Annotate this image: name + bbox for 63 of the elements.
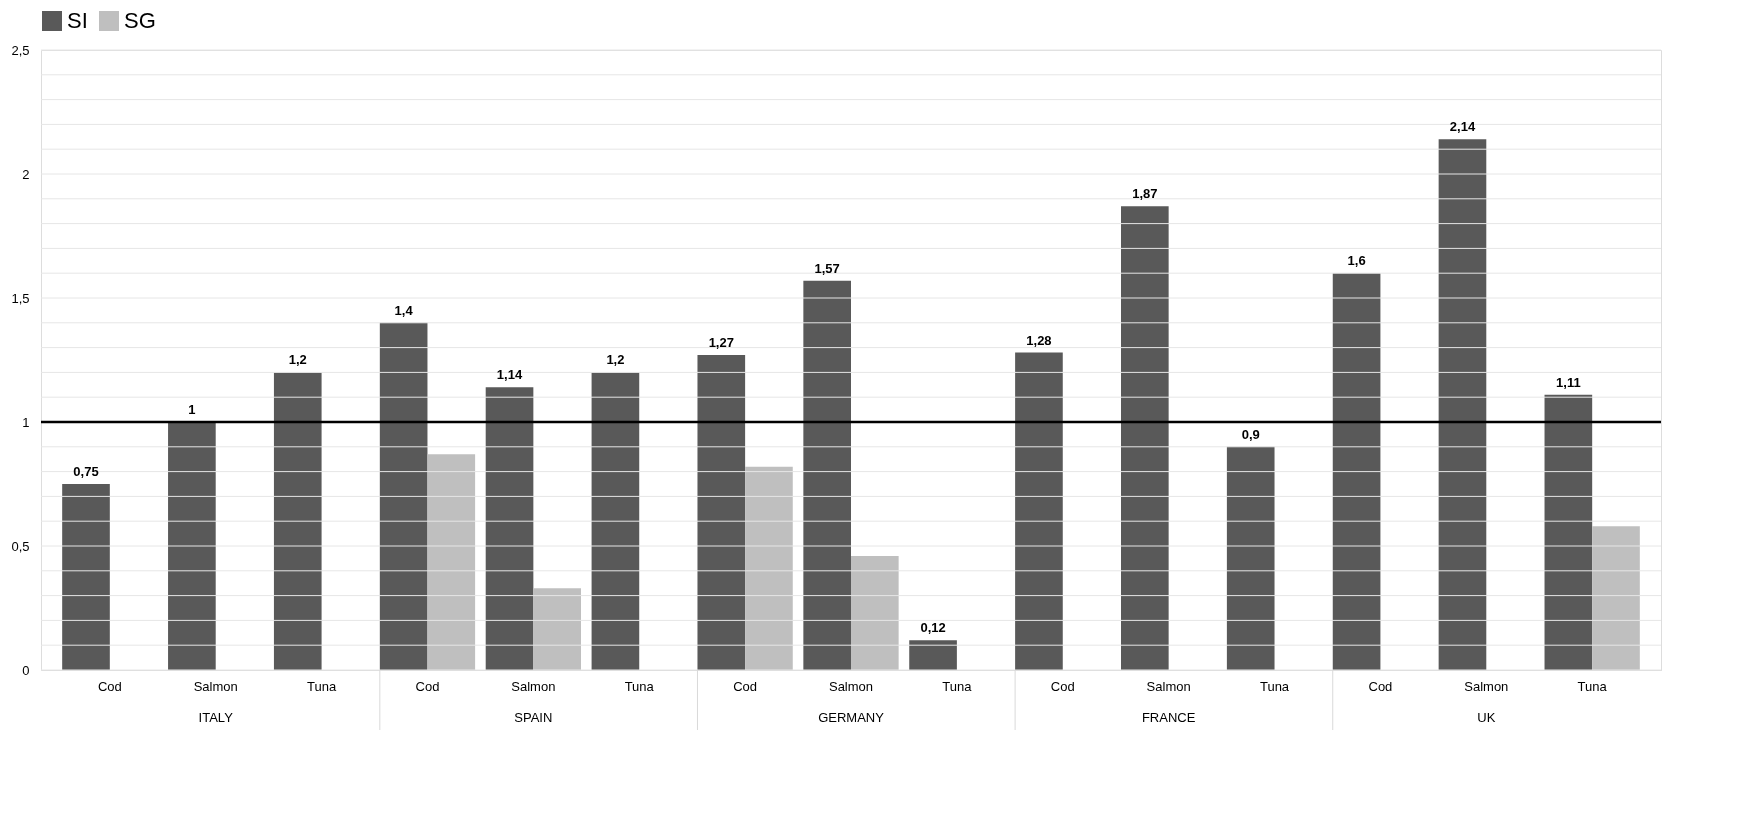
text: UK — [1477, 710, 1496, 725]
x-tick-label: Cod — [415, 678, 440, 694]
x-tick-label: Salmon — [193, 678, 238, 694]
x-tick-label: Tuna — [307, 678, 337, 694]
x-tick-label: Cod — [1368, 678, 1393, 694]
bar — [1438, 139, 1487, 670]
bar — [1592, 526, 1640, 670]
data-label: 1,14 — [496, 367, 523, 383]
text: ITALY — [198, 710, 234, 725]
bar — [745, 466, 793, 670]
data-label: 1,27 — [708, 335, 734, 351]
x-tick-label: Salmon — [828, 678, 874, 694]
bar — [1121, 206, 1169, 670]
x-tick-label: Tuna — [624, 678, 655, 694]
bar — [697, 355, 746, 670]
bar — [591, 372, 640, 670]
bar — [62, 484, 110, 670]
bar — [909, 640, 957, 670]
x-tick-label: Salmon — [1464, 678, 1509, 694]
bar — [273, 372, 322, 670]
bar — [485, 387, 534, 670]
bar — [1226, 446, 1275, 670]
text: FRANCE — [1141, 710, 1196, 725]
data-label: 2,14 — [1449, 119, 1476, 135]
x-tick-label: Salmon — [511, 678, 556, 694]
x-tick-label: Cod — [1050, 678, 1075, 694]
x-tick-label: Tuna — [942, 678, 973, 694]
bar — [533, 588, 581, 670]
x-tick-label: Cod — [97, 678, 122, 694]
bar — [1332, 273, 1381, 670]
y-tick-label: 0,5 — [11, 538, 30, 554]
data-label: 1 — [188, 402, 196, 417]
data-label: 1,4 — [394, 302, 414, 318]
data-label: 1,2 — [606, 352, 625, 368]
y-tick-label: 2,5 — [11, 42, 30, 58]
bar — [168, 422, 216, 670]
x-tick-label: Cod — [733, 678, 758, 694]
data-label: 1,87 — [1132, 186, 1158, 202]
legend-label: SG — [124, 8, 156, 33]
data-label: 0,75 — [73, 464, 99, 479]
bar — [427, 454, 476, 670]
bar — [803, 280, 851, 670]
data-label: 0,9 — [1241, 426, 1260, 442]
x-tick-label: Salmon — [1146, 678, 1191, 694]
bar — [851, 555, 899, 670]
y-tick-label: 1 — [22, 414, 30, 430]
data-label: 1,28 — [1026, 332, 1052, 348]
text: GERMANY — [818, 710, 885, 725]
y-tick-label: 1,5 — [11, 290, 30, 306]
bar — [1015, 352, 1063, 670]
data-label: 1,11 — [1556, 374, 1581, 390]
text: SPAIN — [514, 710, 553, 725]
bar — [1544, 394, 1593, 670]
x-tick-label: Tuna — [1577, 678, 1608, 694]
data-label: 1,57 — [814, 260, 840, 276]
data-label: 1,6 — [1347, 253, 1366, 269]
bar — [379, 322, 428, 670]
y-tick-label: 2 — [22, 166, 30, 182]
y-tick-label: 0 — [22, 662, 30, 678]
legend-label: SI — [67, 8, 88, 33]
x-tick-label: Tuna — [1259, 678, 1290, 694]
data-label: 1,2 — [288, 352, 307, 368]
data-label: 0,12 — [920, 620, 946, 636]
